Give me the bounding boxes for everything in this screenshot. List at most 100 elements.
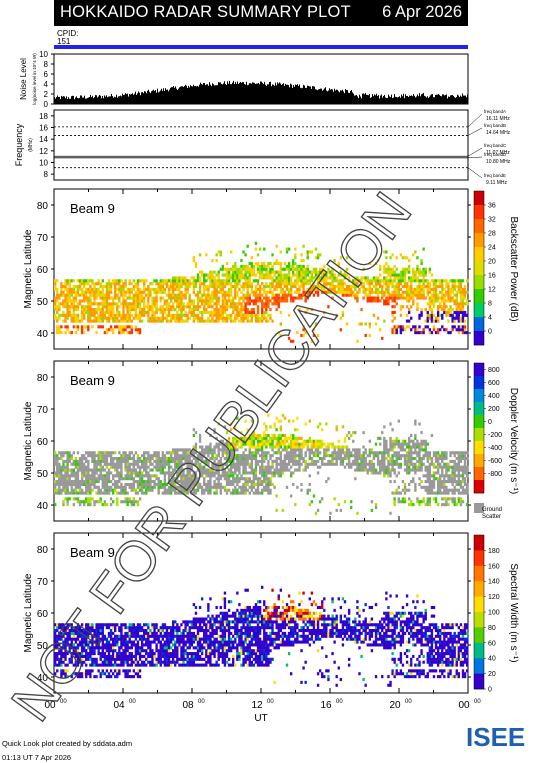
lat-ytick-label: 60	[37, 265, 49, 276]
noise-ytick-label: 4	[44, 80, 49, 89]
colorbar-tick-label: 60	[488, 640, 496, 647]
colorbar-tick-label: 40	[488, 656, 496, 663]
cpid-label: CPID:	[57, 29, 79, 38]
lat-ylabel: Magnetic Latitude	[23, 229, 34, 308]
band-value-label: 14.64 MHz	[486, 130, 511, 136]
time-xtick-label: 16	[320, 700, 332, 711]
noise-ylabel-sub: log(noise level in 10^4 W)	[32, 53, 37, 105]
cpid-value: 151	[57, 37, 71, 46]
colorbar-tick-label: 4	[488, 315, 492, 322]
band-name-label: freq bandA	[484, 109, 506, 114]
title-bar: HOKKAIDO RADAR SUMMARY PLOT 6 Apr 2026	[54, 0, 468, 26]
colorbar-tick-label: 28	[488, 231, 496, 238]
band-name-label: freq bandE	[484, 173, 506, 178]
freq-ytick-label: 12	[39, 147, 48, 156]
colorbar-tick-label: 36	[488, 203, 496, 210]
colorbar-label: Backscatter Power (dB)	[508, 216, 519, 321]
lat-ytick-label: 50	[37, 469, 49, 480]
lat-ytick-label: 80	[37, 201, 49, 212]
echo-cells-panel-3	[54, 585, 469, 687]
lat-ytick-label: 50	[37, 641, 49, 652]
plot-title: HOKKAIDO RADAR SUMMARY PLOT	[60, 3, 351, 21]
colorbar-tick-label: -400	[488, 445, 502, 452]
ground-scatter-swatch	[474, 503, 484, 513]
lat-ytick-label: 60	[37, 437, 49, 448]
band-leader-line	[467, 167, 483, 179]
lat-ytick-label: 70	[37, 405, 49, 416]
lat-ytick-label: 50	[37, 297, 49, 308]
colorbar-tick-label: -200	[488, 432, 502, 439]
band-value-label: 11.07 MHz	[486, 150, 510, 156]
colorbar-tick-label: 120	[488, 594, 500, 601]
colorbar-tick-label: 20	[488, 259, 496, 266]
time-xtick-label: 04	[113, 700, 125, 711]
colorbar-tick-label: 800	[488, 367, 500, 374]
freq-ytick-label: 8	[44, 170, 49, 179]
band-value-label: 10.80 MHz	[486, 159, 511, 165]
colorbar-tick-label: 180	[488, 548, 500, 555]
colorbar-1	[473, 190, 485, 346]
colorbar-tick-label: 160	[488, 563, 500, 570]
colorbar-tick-label: -800	[488, 471, 502, 478]
band-value-label: 16.11 MHz	[486, 116, 510, 122]
freq-ytick-label: 14	[39, 135, 48, 144]
time-xtick-label: 08	[182, 700, 194, 711]
time-xtick-sup: 00	[129, 699, 136, 705]
colorbar-tick-label: 8	[488, 301, 492, 308]
isee-logo: ISEE	[466, 722, 525, 753]
noise-ytick-label: 0	[44, 100, 49, 109]
echo-cells-panel-1	[54, 241, 469, 343]
time-xtick-sup: 00	[474, 699, 481, 705]
freq-ytick-label: 10	[39, 159, 48, 168]
beam-label: Beam 9	[70, 545, 115, 560]
colorbar-tick-label: 16	[488, 273, 496, 280]
lat-ytick-label: 60	[37, 609, 49, 620]
noise-ytick-label: 2	[44, 90, 49, 99]
frequency-panel-frame	[53, 109, 469, 181]
colorbar-tick-label: 140	[488, 579, 500, 586]
lat-ylabel: Magnetic Latitude	[23, 573, 34, 652]
colorbar-tick-label: 20	[488, 671, 496, 678]
lat-ytick-label: 40	[37, 673, 49, 684]
plot-date: 6 Apr 2026	[382, 3, 462, 21]
time-xtick-label: 00	[458, 700, 470, 711]
time-xtick-sup: 00	[267, 699, 274, 705]
colorbar-tick-label: 12	[488, 287, 496, 294]
ground-label: Ground	[482, 507, 502, 513]
colorbar-tick-label: 32	[488, 217, 496, 224]
scatter-label: Scatter	[482, 514, 501, 520]
band-name-label: freq bandB	[484, 123, 506, 128]
colorbar-tick-label: 600	[488, 380, 500, 387]
band-leader-line	[467, 127, 483, 136]
time-xtick-sup: 00	[405, 699, 412, 705]
echo-cells-panel-2	[54, 413, 469, 515]
colorbar-3	[473, 534, 485, 690]
time-xtick-sup: 00	[198, 699, 205, 705]
colorbar-label: Spectral Width (m s⁻¹)	[508, 563, 519, 662]
lat-ytick-label: 80	[37, 373, 49, 384]
freq-ylabel-sub: (MHz)	[28, 138, 34, 152]
noise-level-trace	[54, 80, 468, 104]
time-xtick-label: 20	[389, 700, 401, 711]
cpid-bar	[54, 45, 468, 49]
noise-ytick-label: 8	[44, 60, 49, 69]
time-xtick-label: 00	[44, 700, 56, 711]
colorbar-tick-label: 0	[488, 329, 492, 336]
noise-ytick-label: 6	[44, 70, 49, 79]
colorbar-tick-label: 0	[488, 419, 492, 426]
time-xtick-label: 12	[251, 700, 263, 711]
freq-ylabel: Frequency	[14, 123, 24, 166]
colorbar-2	[473, 362, 485, 494]
freq-ytick-label: 18	[39, 112, 48, 121]
colorbar-tick-label: 24	[488, 245, 496, 252]
band-name-label: freq bandC	[484, 143, 507, 148]
beam-label: Beam 9	[70, 373, 115, 388]
band-name-label: freq bandD	[484, 152, 507, 157]
noise-ytick-label: 10	[39, 50, 48, 59]
lat-ylabel: Magnetic Latitude	[23, 401, 34, 480]
colorbar-tick-label: 0	[488, 687, 492, 694]
band-leader-line	[467, 147, 483, 157]
lat-ytick-label: 40	[37, 501, 49, 512]
colorbar-tick-label: 400	[488, 393, 500, 400]
